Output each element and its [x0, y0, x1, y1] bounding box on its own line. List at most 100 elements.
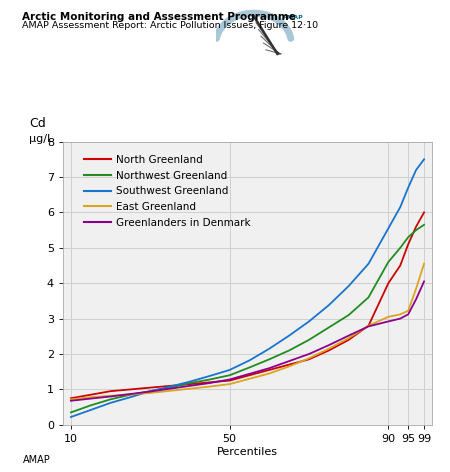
- East Greenland: [207, 384, 212, 389]
- Northwest Greenland: [386, 259, 391, 265]
- Northwest Greenland: [88, 403, 94, 408]
- Northwest Greenland: [128, 392, 133, 397]
- East Greenland: [326, 346, 332, 352]
- Greenlanders in Denmark: [266, 365, 272, 371]
- Text: AMAP: AMAP: [284, 15, 304, 20]
- East Greenland: [88, 395, 94, 400]
- Greenlanders in Denmark: [68, 398, 74, 404]
- Greenlanders in Denmark: [227, 377, 232, 382]
- Greenlanders in Denmark: [326, 342, 332, 348]
- Southwest Greenland: [187, 379, 193, 384]
- East Greenland: [386, 314, 391, 320]
- Greenlanders in Denmark: [397, 316, 403, 321]
- North Greenland: [326, 347, 332, 353]
- Northwest Greenland: [148, 388, 153, 394]
- Greenlanders in Denmark: [128, 391, 133, 397]
- Northwest Greenland: [405, 235, 411, 240]
- Southwest Greenland: [421, 157, 427, 162]
- East Greenland: [266, 371, 272, 376]
- Greenlanders in Denmark: [148, 389, 153, 395]
- Text: µg/L: µg/L: [29, 134, 54, 144]
- Southwest Greenland: [207, 373, 212, 379]
- Line: North Greenland: North Greenland: [71, 212, 424, 398]
- Greenlanders in Denmark: [421, 278, 427, 284]
- North Greenland: [167, 383, 173, 389]
- North Greenland: [287, 362, 292, 367]
- Line: Northwest Greenland: Northwest Greenland: [71, 225, 424, 413]
- Line: East Greenland: East Greenland: [71, 264, 424, 399]
- Greenlanders in Denmark: [366, 324, 371, 329]
- Greenlanders in Denmark: [187, 383, 193, 389]
- Northwest Greenland: [326, 325, 332, 330]
- Southwest Greenland: [167, 384, 173, 389]
- Southwest Greenland: [247, 358, 252, 363]
- Legend: North Greenland, Northwest Greenland, Southwest Greenland, East Greenland, Green: North Greenland, Northwest Greenland, So…: [79, 150, 256, 233]
- North Greenland: [128, 387, 133, 392]
- Greenlanders in Denmark: [167, 386, 173, 392]
- Northwest Greenland: [108, 396, 113, 402]
- East Greenland: [167, 388, 173, 394]
- East Greenland: [247, 376, 252, 381]
- Text: AMAP: AMAP: [22, 455, 50, 465]
- North Greenland: [306, 356, 312, 362]
- East Greenland: [187, 386, 193, 392]
- North Greenland: [405, 241, 411, 247]
- Southwest Greenland: [405, 185, 411, 190]
- Northwest Greenland: [306, 337, 312, 343]
- North Greenland: [386, 280, 391, 286]
- Northwest Greenland: [366, 295, 371, 300]
- Southwest Greenland: [366, 261, 371, 267]
- East Greenland: [397, 312, 403, 317]
- North Greenland: [397, 262, 403, 268]
- Greenlanders in Denmark: [414, 296, 419, 302]
- Text: Arctic Monitoring and Assessment Programme: Arctic Monitoring and Assessment Program…: [22, 12, 297, 22]
- Greenlanders in Denmark: [207, 380, 212, 386]
- Southwest Greenland: [287, 333, 292, 338]
- Greenlanders in Denmark: [386, 319, 391, 324]
- North Greenland: [414, 224, 419, 229]
- Southwest Greenland: [346, 283, 351, 289]
- Northwest Greenland: [287, 347, 292, 353]
- Northwest Greenland: [421, 222, 427, 228]
- X-axis label: Percentiles: Percentiles: [217, 447, 278, 456]
- Southwest Greenland: [108, 400, 113, 406]
- Text: AMAP Assessment Report: Arctic Pollution Issues, Figure 12·10: AMAP Assessment Report: Arctic Pollution…: [22, 21, 319, 30]
- Southwest Greenland: [227, 367, 232, 373]
- Northwest Greenland: [397, 245, 403, 251]
- North Greenland: [266, 367, 272, 373]
- Greenlanders in Denmark: [88, 396, 94, 401]
- North Greenland: [108, 388, 113, 394]
- East Greenland: [108, 393, 113, 398]
- Southwest Greenland: [386, 226, 391, 231]
- Northwest Greenland: [167, 385, 173, 390]
- Greenlanders in Denmark: [306, 351, 312, 357]
- North Greenland: [207, 379, 212, 385]
- Southwest Greenland: [68, 414, 74, 420]
- Southwest Greenland: [326, 303, 332, 308]
- East Greenland: [414, 286, 419, 291]
- East Greenland: [227, 381, 232, 387]
- Greenlanders in Denmark: [108, 394, 113, 399]
- North Greenland: [346, 337, 351, 343]
- Greenlanders in Denmark: [405, 312, 411, 317]
- East Greenland: [366, 323, 371, 329]
- North Greenland: [148, 385, 153, 390]
- Northwest Greenland: [266, 356, 272, 362]
- East Greenland: [287, 363, 292, 369]
- Southwest Greenland: [88, 407, 94, 413]
- Southwest Greenland: [266, 346, 272, 352]
- North Greenland: [366, 323, 371, 329]
- North Greenland: [247, 372, 252, 378]
- North Greenland: [68, 396, 74, 401]
- East Greenland: [148, 390, 153, 396]
- Southwest Greenland: [128, 395, 133, 400]
- East Greenland: [128, 392, 133, 397]
- Northwest Greenland: [247, 364, 252, 370]
- North Greenland: [421, 210, 427, 215]
- Line: Southwest Greenland: Southwest Greenland: [71, 160, 424, 417]
- Southwest Greenland: [148, 388, 153, 394]
- Northwest Greenland: [68, 410, 74, 415]
- North Greenland: [88, 392, 94, 397]
- Southwest Greenland: [397, 204, 403, 210]
- Northwest Greenland: [187, 380, 193, 386]
